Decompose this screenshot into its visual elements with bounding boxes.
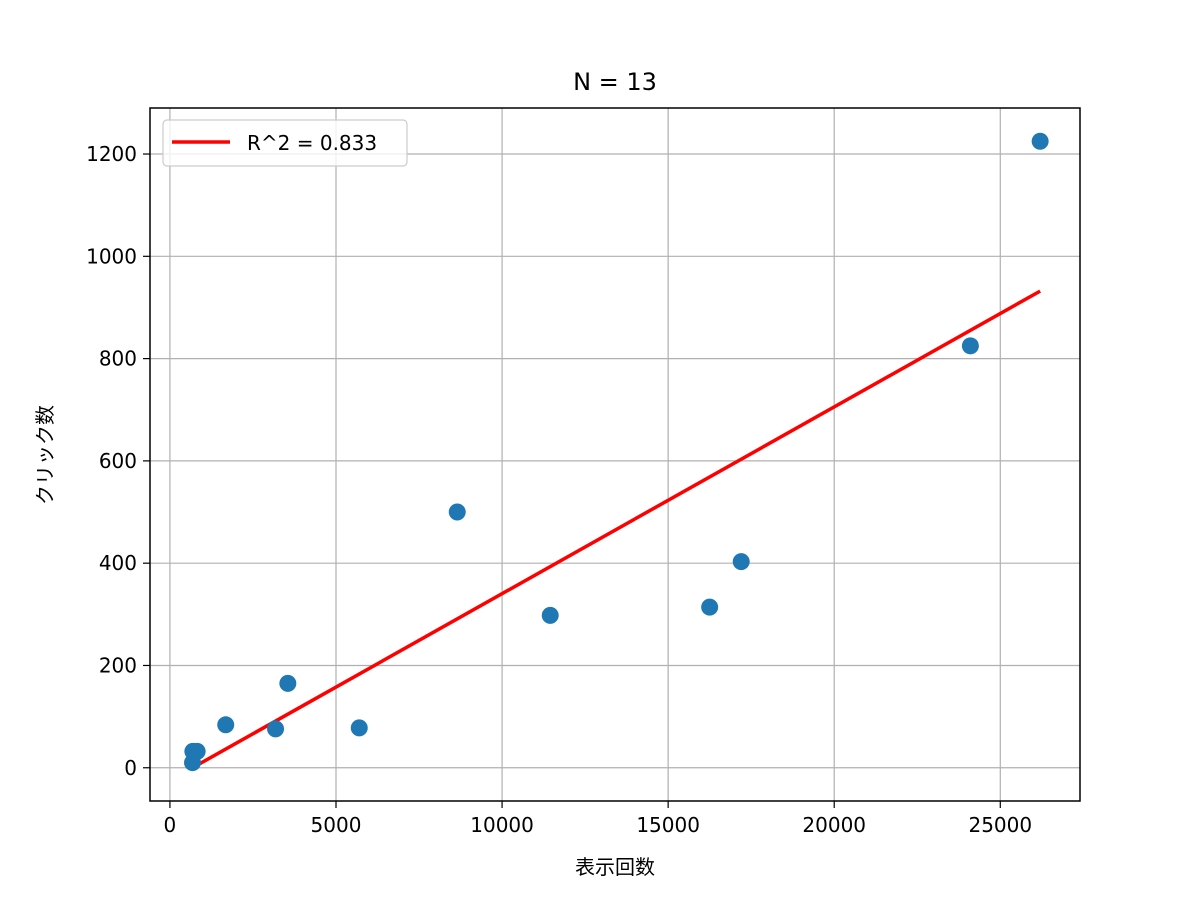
data-point [541, 606, 559, 624]
data-point [267, 720, 285, 738]
x-tick-label: 25000 [968, 813, 1032, 837]
y-axis-label: クリック数 [33, 405, 57, 505]
data-point [279, 674, 297, 692]
data-point [701, 598, 719, 616]
x-tick-label: 0 [164, 813, 177, 837]
y-tick-label: 200 [99, 653, 137, 677]
y-tick-label: 600 [99, 449, 137, 473]
x-tick-label: 20000 [802, 813, 866, 837]
data-points [184, 132, 1049, 772]
legend-box [162, 119, 408, 167]
plot-frame [149, 107, 1081, 802]
legend: R^2 = 0.833 [162, 119, 408, 167]
legend-label: R^2 = 0.833 [247, 131, 377, 155]
y-tick-label: 800 [99, 347, 137, 371]
data-point [448, 503, 466, 521]
y-tick-label: 1200 [86, 142, 137, 166]
data-point [350, 719, 368, 737]
chart-title: N = 13 [573, 68, 657, 96]
ticks: 0 5000 10000 15000 20000 25000 0 200 400 600 800 10… [86, 142, 1032, 837]
data-point [1031, 132, 1049, 150]
x-axis-label: 表示回数 [575, 855, 655, 879]
y-tick-label: 1000 [86, 244, 137, 268]
data-point [217, 716, 235, 734]
regression-line [191, 289, 1042, 770]
data-point [188, 742, 206, 760]
x-tick-label: 15000 [636, 813, 700, 837]
fit-line-layer [191, 289, 1042, 770]
y-tick-label: 0 [124, 756, 137, 780]
data-point [732, 553, 750, 571]
y-tick-label: 400 [99, 551, 137, 575]
x-tick-label: 5000 [311, 813, 362, 837]
x-tick-label: 10000 [470, 813, 534, 837]
grid [150, 108, 1080, 801]
data-point [961, 337, 979, 355]
